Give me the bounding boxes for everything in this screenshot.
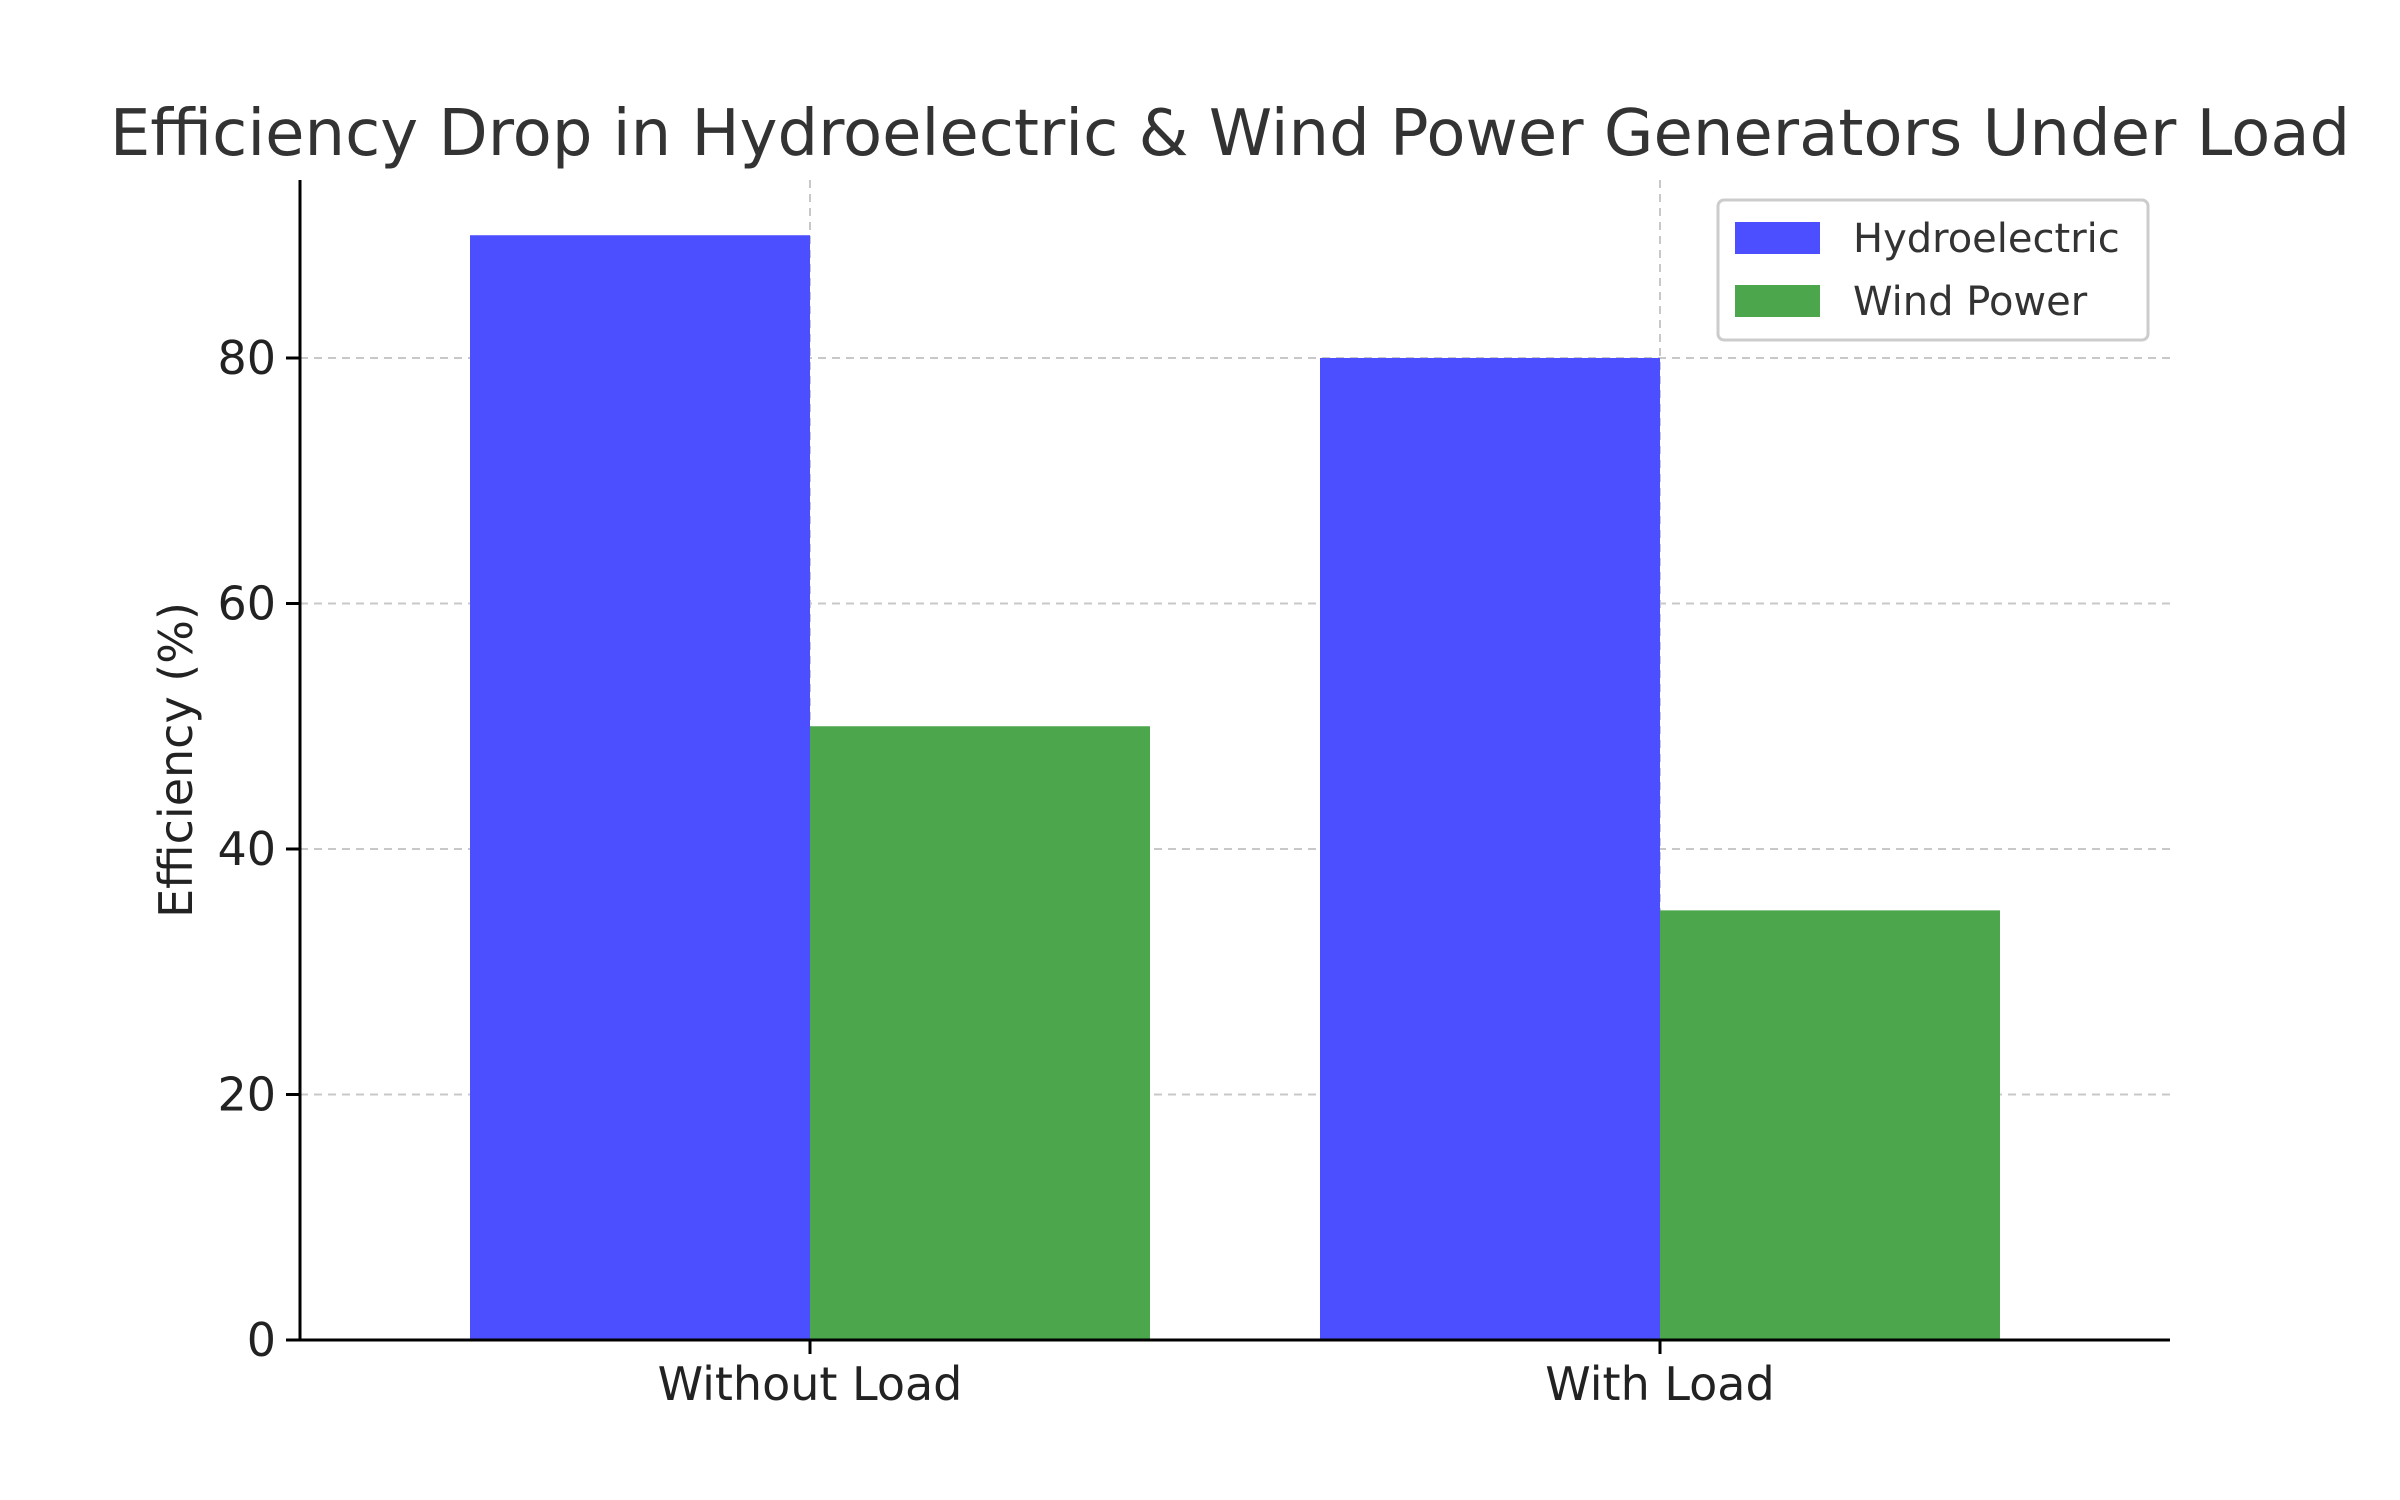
bar-wind-power-1 <box>1660 910 2000 1340</box>
x-tick-label-0: Without Load <box>658 1357 963 1411</box>
chart-title: Efficiency Drop in Hydroelectric & Wind … <box>110 97 2350 171</box>
bars <box>470 235 2000 1341</box>
bar-hydroelectric-1 <box>1320 357 1660 1341</box>
legend: Hydroelectric Wind Power <box>1716 198 2150 342</box>
axes <box>298 180 2170 1342</box>
bar-hydroelectric-0 <box>470 235 810 1341</box>
legend-label-hydroelectric: Hydroelectric <box>1853 216 2120 262</box>
bar-wind-power-0 <box>810 726 1150 1340</box>
y-tick-label-40: 40 <box>217 822 276 876</box>
y-axis-label: Efficiency (%) <box>149 602 203 918</box>
y-tick-label-0: 0 <box>247 1313 276 1367</box>
y-tick-label-60: 60 <box>217 576 276 630</box>
y-tick-label-20: 20 <box>217 1067 276 1121</box>
x-tick-label-1: With Load <box>1545 1357 1774 1411</box>
legend-box <box>1716 198 2150 342</box>
tick-labels: 0 20 40 60 80 Without Load With Load <box>217 331 1774 1411</box>
y-tick-label-80: 80 <box>217 331 276 385</box>
legend-swatch-hydroelectric <box>1735 222 1820 254</box>
legend-swatch-wind-power <box>1735 285 1820 317</box>
legend-label-wind-power: Wind Power <box>1853 279 2088 325</box>
